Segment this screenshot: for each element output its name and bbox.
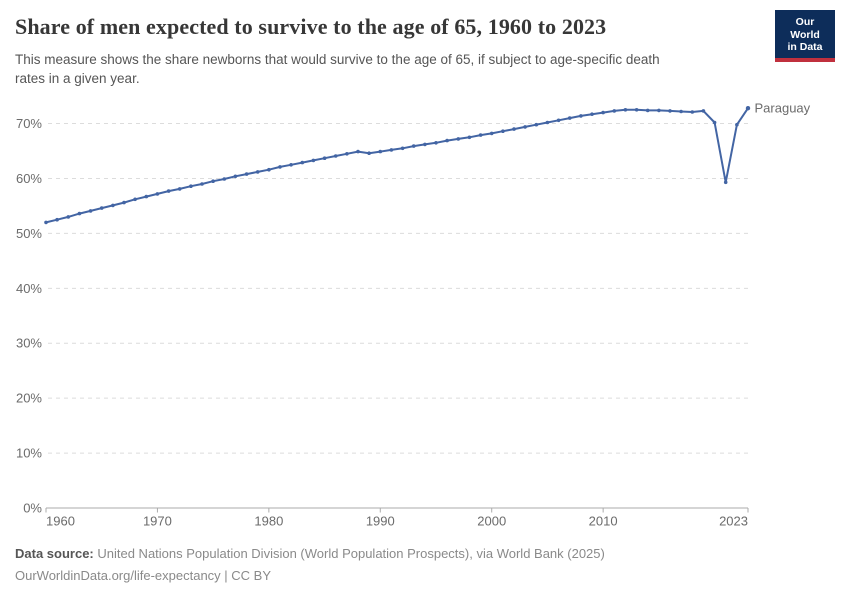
data-point <box>456 137 461 141</box>
data-point <box>77 211 82 216</box>
data-point <box>634 108 639 112</box>
data-point <box>590 112 594 116</box>
data-point <box>501 129 505 133</box>
data-point <box>411 144 416 148</box>
data-point-last <box>745 105 751 111</box>
y-tick-label: 60% <box>16 171 42 186</box>
data-point <box>177 187 182 191</box>
data-point <box>222 177 227 181</box>
data-point <box>345 152 349 156</box>
data-point <box>612 109 617 113</box>
owid-logo-line1: Our World <box>790 16 820 41</box>
data-point <box>378 149 383 154</box>
data-point <box>99 206 104 210</box>
data-source-label: Data source: <box>15 546 94 561</box>
data-line <box>45 107 749 224</box>
y-tick-label: 30% <box>16 336 42 351</box>
y-tick-label: 70% <box>16 116 42 131</box>
owid-logo-line2: in Data <box>787 41 823 53</box>
data-point <box>512 127 516 131</box>
data-point <box>712 120 717 125</box>
chart-footer: Data source: United Nations Population D… <box>15 543 605 587</box>
data-point <box>400 146 405 151</box>
data-point <box>389 148 394 152</box>
data-point <box>623 108 628 112</box>
data-point <box>579 114 583 118</box>
data-point <box>289 163 293 167</box>
data-point <box>534 122 539 127</box>
data-point <box>567 116 572 120</box>
data-point <box>200 182 204 186</box>
data-source-line: Data source: United Nations Population D… <box>15 543 605 565</box>
y-tick-label: 0% <box>23 501 42 516</box>
data-point <box>255 170 260 174</box>
data-point <box>367 151 371 155</box>
data-point <box>434 141 438 145</box>
chart-title: Share of men expected to survive to the … <box>15 14 607 39</box>
data-point <box>423 142 427 147</box>
data-point <box>88 209 93 213</box>
data-point <box>668 109 672 113</box>
data-point <box>144 194 149 199</box>
owid-logo[interactable]: Our World in Data <box>775 10 835 62</box>
y-tick-label: 10% <box>16 446 42 461</box>
y-tick-label: 20% <box>16 391 42 406</box>
data-point <box>356 149 360 154</box>
footer-note: OurWorldinData.org/life-expectancy | CC … <box>15 568 272 583</box>
data-point <box>556 118 561 123</box>
data-point <box>322 156 327 160</box>
data-point <box>690 110 695 114</box>
x-tick-label: 2000 <box>477 514 506 529</box>
data-point <box>467 135 472 140</box>
data-point <box>545 120 550 125</box>
data-point <box>523 125 527 129</box>
data-point <box>189 184 193 188</box>
data-point <box>155 192 160 196</box>
x-tick-label: 1990 <box>366 514 395 529</box>
data-point <box>278 165 282 169</box>
data-point <box>211 179 215 183</box>
data-point <box>44 220 48 225</box>
data-point <box>311 158 316 163</box>
data-point <box>55 217 59 222</box>
data-point <box>66 215 71 219</box>
data-point <box>111 203 115 208</box>
data-point <box>478 133 483 137</box>
data-point <box>333 154 338 158</box>
data-point <box>166 189 171 193</box>
data-point <box>300 160 305 165</box>
data-point <box>489 131 494 136</box>
x-tick-label: 1960 <box>46 514 75 529</box>
data-point <box>244 172 249 176</box>
data-point <box>445 138 449 143</box>
data-source-text: United Nations Population Division (Worl… <box>93 546 605 561</box>
entity-label-paraguay[interactable]: Paraguay <box>755 101 811 116</box>
data-point <box>133 197 137 202</box>
data-point <box>701 109 706 113</box>
data-point <box>233 174 238 179</box>
chart-subtitle: This measure shows the share newborns th… <box>15 52 660 86</box>
x-tick-label: 1970 <box>143 514 172 529</box>
y-tick-label: 50% <box>16 226 42 241</box>
data-point <box>679 109 683 114</box>
data-point <box>122 200 126 205</box>
x-tick-label: 2010 <box>589 514 618 529</box>
data-point <box>723 180 728 185</box>
data-point <box>735 122 739 127</box>
x-tick-label: 1980 <box>254 514 283 529</box>
data-point <box>267 167 271 172</box>
data-point <box>657 108 661 113</box>
data-point <box>601 110 605 115</box>
data-point <box>645 108 650 113</box>
x-tick-label: 2023 <box>719 514 748 529</box>
y-tick-label: 40% <box>16 281 42 296</box>
